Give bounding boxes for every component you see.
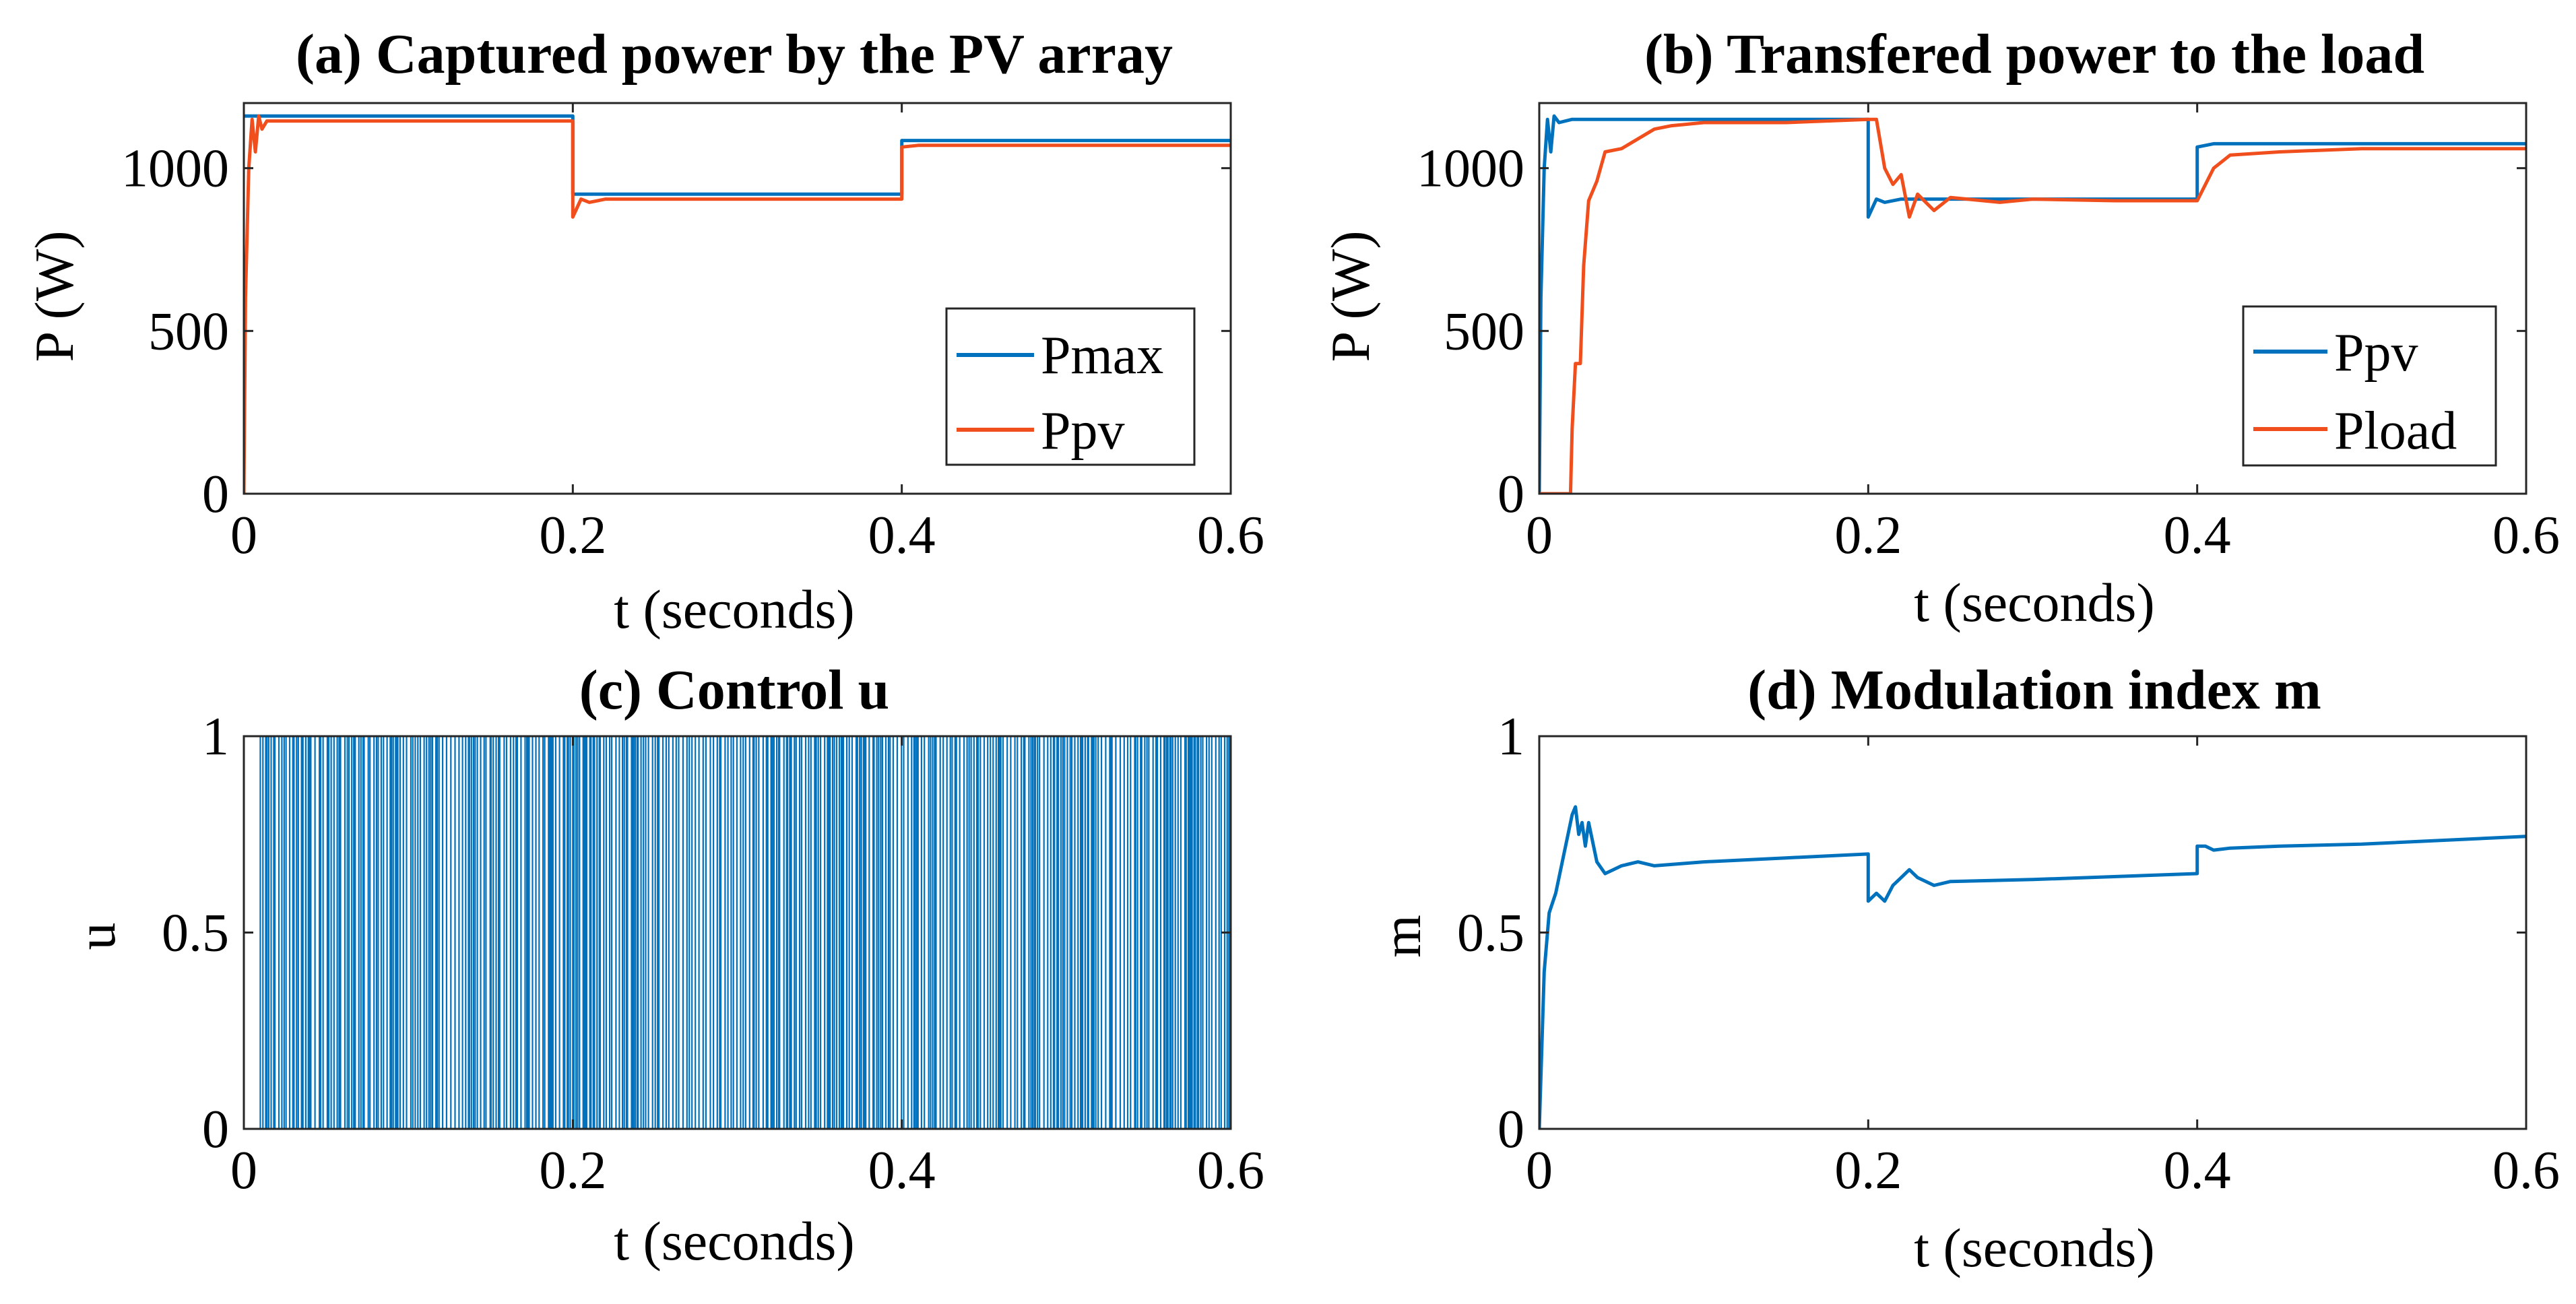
panel-a: (a) Captured power by the PV array t (se… [24, 23, 1264, 640]
x-tick-label: 0.6 [2492, 506, 2560, 565]
panel-d: (d) Modulation index m t (seconds) m 0 0.… [1371, 659, 2560, 1278]
legend-box-b [2242, 305, 2497, 467]
series-line-ppv [244, 114, 1231, 494]
xlabel-c: t (seconds) [614, 1210, 855, 1272]
y-tick-label: 500 [148, 302, 229, 361]
ylabel-d: m [1371, 915, 1432, 958]
y-tick-label: 500 [1444, 302, 1524, 361]
y-tick-label: 1000 [1417, 139, 1524, 199]
series-line-pload [1539, 117, 2526, 494]
title-c: (c) Control u [579, 659, 889, 721]
series-group [1539, 805, 2526, 1129]
legend-label-ppv: Ppv [1041, 401, 1125, 461]
x-tick-label: 0 [1526, 1141, 1553, 1200]
title-a: (a) Captured power by the PV array [296, 23, 1173, 86]
legend-box-a [945, 307, 1196, 466]
axes-frame [1538, 102, 2527, 495]
x-tick-label: 0 [1526, 506, 1553, 565]
y-tick-label: 0 [1498, 1100, 1524, 1159]
panel-b: (b) Transfered power to the load t (seco… [1320, 23, 2560, 633]
legend-label-pload: Pload [2334, 401, 2457, 461]
legend-label-pmax: Pmax [1041, 326, 1163, 385]
x-tick-label: 0.2 [539, 1141, 606, 1200]
plot-area-d: 0 0.2 0.4 0.6 0 0.5 1 [1457, 707, 2560, 1200]
series-group [1539, 114, 2526, 494]
xlabel-d: t (seconds) [1914, 1217, 2155, 1278]
x-tick-label: 0.4 [2164, 1141, 2231, 1200]
x-tick-label: 0.2 [1834, 1141, 1902, 1200]
x-tick-label: 0.2 [539, 506, 606, 565]
x-tick-label: 0.6 [2492, 1141, 2560, 1200]
plot-area-a: 0 0.2 0.4 0.6 0 500 1000 [121, 102, 1264, 565]
ylabel-b: P (W) [1320, 230, 1381, 362]
x-tick-label: 0.6 [1197, 506, 1264, 565]
legend-b: Ppv Pload [2242, 305, 2497, 467]
series-group [244, 736, 1231, 1129]
xlabel-b: t (seconds) [1914, 572, 2155, 633]
series-line-pmax [244, 114, 1231, 196]
axes-frame [1538, 735, 2527, 1130]
ylabel-c: u [65, 923, 127, 950]
y-tick-label: 1000 [121, 139, 229, 199]
panel-c: (c) Control u t (seconds) u 0 0.2 0.4 0.600… [65, 659, 1264, 1272]
plot-area-b: 0 0.2 0.4 0.6 0 500 1000 [1417, 102, 2560, 565]
x-tick-label: 0.4 [868, 1141, 936, 1200]
ylabel-a: P (W) [24, 230, 85, 362]
x-tick-label: 0.2 [1834, 506, 1902, 565]
x-tick-label: 0 [230, 506, 257, 565]
title-d: (d) Modulation index m [1747, 659, 2321, 721]
y-tick-label: 0 [1498, 465, 1524, 524]
plot-area-c: 0 0.2 0.4 0.6 0 0.5 1 [162, 707, 1264, 1200]
series-group [244, 114, 1231, 494]
axes-frame [243, 102, 1232, 495]
y-tick-label: 0.5 [162, 904, 229, 963]
x-tick-label: 0.6 [1197, 1141, 1264, 1200]
y-tick-label: 0 [202, 1100, 229, 1159]
legend-label-ppv-b: Ppv [2334, 323, 2418, 383]
legend-a: Pmax Ppv [945, 307, 1196, 466]
x-tick-label: 0.4 [868, 506, 936, 565]
xlabel-a: t (seconds) [614, 579, 855, 640]
y-tick-label: 1 [1498, 707, 1524, 767]
y-tick-label: 0.5 [1457, 904, 1524, 963]
series-line-m [1539, 805, 2526, 1129]
title-b: (b) Transfered power to the load [1644, 23, 2424, 86]
x-tick-label: 0 [230, 1141, 257, 1200]
y-tick-label: 0 [202, 465, 229, 524]
series-line-u [244, 736, 1231, 1129]
x-tick-label: 0.4 [2164, 506, 2231, 565]
y-tick-label: 1 [202, 707, 229, 767]
